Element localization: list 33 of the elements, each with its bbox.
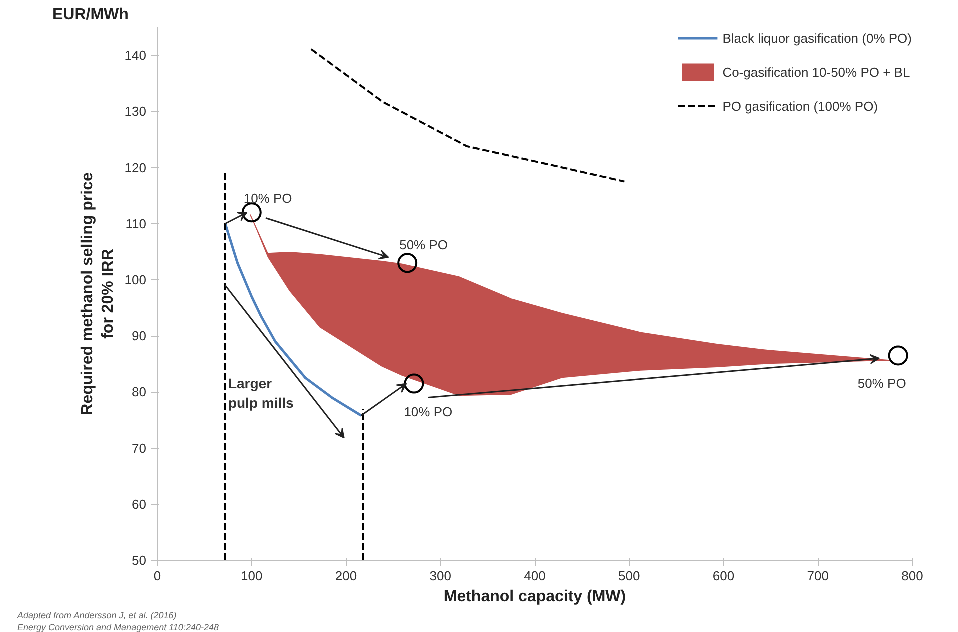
x-tick-label: 200 — [335, 568, 358, 584]
y-tick-label: 120 — [124, 160, 147, 176]
y-tick-label: 90 — [132, 328, 147, 344]
line-series — [224, 222, 363, 417]
legend-label: Black liquor gasification (0% PO) — [722, 30, 912, 46]
legend-label: PO gasification (100% PO) — [722, 98, 878, 114]
y-tick-label: 110 — [126, 216, 147, 232]
y-tick-label: 100 — [124, 272, 147, 288]
y-tick-label: 80 — [132, 384, 147, 400]
y-tick-label: 70 — [132, 440, 147, 456]
annotation: 50% PO — [858, 376, 906, 392]
x-tick-label: 500 — [618, 568, 640, 584]
x-tick-label: 100 — [241, 568, 263, 584]
x-tick-label: 800 — [902, 568, 924, 584]
legend-label: Co-gasification 10-50% PO + BL — [722, 64, 910, 80]
annotation: 10% PO — [404, 404, 453, 420]
y-tick-label: 140 — [124, 48, 147, 64]
annotation: Larger pulp mills — [228, 376, 294, 411]
annotation: 50% PO — [400, 238, 448, 253]
y-tick-label: 50 — [132, 553, 147, 568]
x-axis-title: Methanol capacity (MW) — [444, 588, 626, 606]
text: Adapted from Andersson J, et al. (2016) Energy Conversion and Management 110:240-248 — [16, 610, 219, 632]
y-tick-label: 60 — [132, 496, 147, 512]
annotation: 10% PO — [244, 191, 292, 206]
x-tick-label: 600 — [712, 568, 735, 584]
x-tick-label: 400 — [524, 568, 546, 584]
y-tick-label: 130 — [124, 104, 147, 120]
x-tick-label: 0 — [154, 568, 162, 584]
x-tick-label: 300 — [430, 568, 452, 584]
line-series — [310, 48, 626, 183]
y-axis-title: Required methanol selling price for 20% IRR — [79, 172, 117, 416]
x-tick-label: 700 — [807, 568, 829, 584]
text: EUR/MWh — [52, 6, 129, 24]
